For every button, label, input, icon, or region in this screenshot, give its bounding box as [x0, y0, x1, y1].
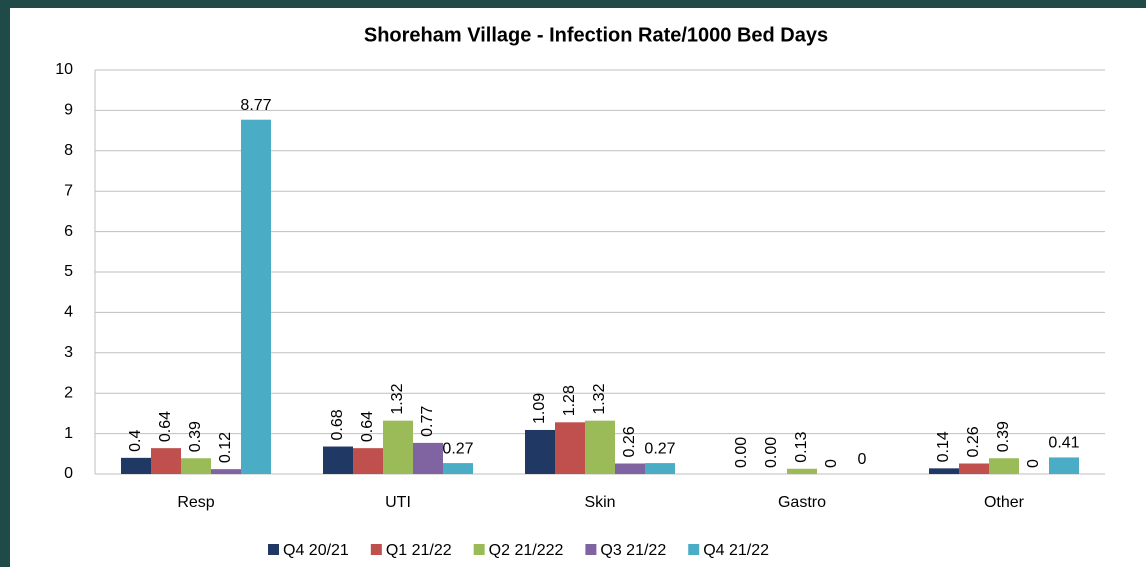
data-label: 0	[1025, 459, 1042, 468]
data-label: 0.39	[995, 421, 1012, 452]
bar	[151, 448, 181, 474]
bar	[323, 446, 353, 474]
data-label: 0.13	[793, 432, 810, 463]
data-label: 0.77	[419, 406, 436, 437]
y-tick-label: 4	[64, 304, 73, 321]
legend-label: Q4 21/22	[703, 542, 769, 559]
bar	[929, 468, 959, 474]
legend-swatch	[268, 544, 279, 555]
bar	[353, 448, 383, 474]
y-tick-label: 2	[64, 384, 73, 401]
data-label: 0	[823, 459, 840, 468]
bar	[1049, 457, 1079, 474]
bar	[525, 429, 555, 474]
data-label: 1.09	[531, 393, 548, 424]
data-label: 0	[858, 451, 867, 468]
y-tick-label: 8	[64, 142, 73, 159]
bar	[181, 458, 211, 474]
bar	[959, 463, 989, 474]
x-tick-label: Other	[984, 494, 1025, 511]
data-label: 0.00	[733, 437, 750, 468]
bar	[121, 457, 151, 474]
y-tick-label: 10	[55, 61, 73, 78]
x-tick-label: UTI	[385, 494, 411, 511]
data-label: 1.32	[389, 383, 406, 414]
data-label: 1.32	[591, 383, 608, 414]
data-label: 1.28	[561, 385, 578, 416]
y-tick-label: 0	[64, 465, 73, 482]
legend-label: Q2 21/222	[489, 542, 564, 559]
legend-label: Q1 21/22	[386, 542, 452, 559]
legend-swatch	[585, 544, 597, 555]
y-tick-label: 1	[64, 425, 73, 442]
bar	[383, 420, 413, 474]
legend-swatch	[473, 544, 485, 555]
bar	[787, 468, 817, 474]
bar	[443, 463, 473, 474]
legend-swatch	[688, 544, 700, 555]
bar	[555, 422, 585, 474]
legend-label: Q4 20/21	[283, 542, 349, 559]
data-label: 0.14	[935, 431, 952, 462]
y-tick-label: 9	[64, 102, 73, 119]
data-label: 8.77	[240, 97, 271, 114]
bar	[615, 463, 645, 474]
data-label: 0.26	[621, 426, 638, 457]
bar	[211, 469, 241, 474]
data-label: 0.27	[644, 440, 675, 457]
bar	[241, 119, 271, 474]
bar	[645, 463, 675, 474]
data-label: 0.27	[442, 440, 473, 457]
x-tick-label: Resp	[177, 494, 214, 511]
x-tick-label: Skin	[584, 494, 615, 511]
data-label: 0.64	[359, 411, 376, 442]
bar	[413, 442, 443, 474]
legend-label: Q3 21/22	[600, 542, 666, 559]
x-tick-label: Gastro	[778, 494, 826, 511]
legend-swatch	[370, 544, 382, 555]
y-tick-label: 3	[64, 344, 73, 361]
data-label: 0.00	[763, 437, 780, 468]
chart-title: Shoreham Village - Infection Rate/1000 B…	[364, 24, 828, 46]
y-tick-label: 7	[64, 182, 73, 199]
data-label: 0.41	[1048, 435, 1079, 452]
y-tick-label: 6	[64, 223, 73, 240]
bar	[989, 458, 1019, 474]
data-label: 0.68	[329, 409, 346, 440]
data-label: 0.39	[187, 421, 204, 452]
y-tick-label: 5	[64, 263, 73, 280]
data-label: 0.12	[217, 432, 234, 463]
bar	[585, 420, 615, 474]
data-label: 0.4	[127, 429, 144, 451]
data-label: 0.26	[965, 426, 982, 457]
data-label: 0.64	[157, 411, 174, 442]
chart-area	[10, 8, 1146, 567]
